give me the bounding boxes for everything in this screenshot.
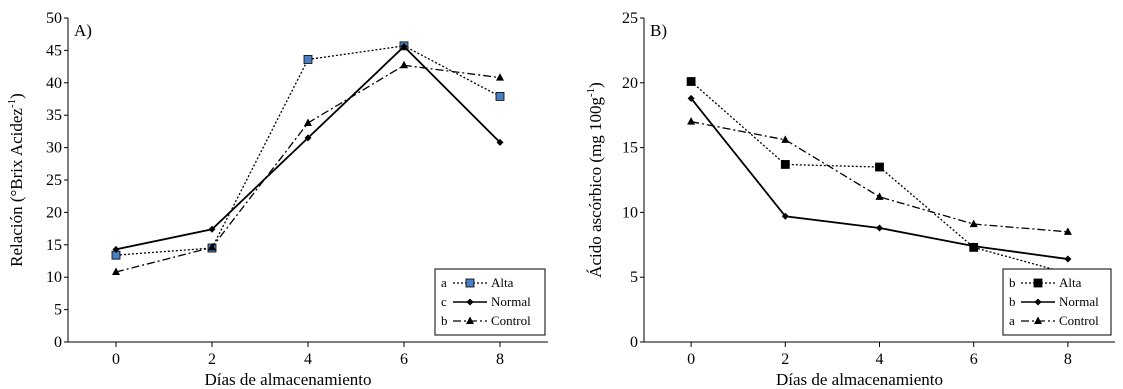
- legend-letter: b: [441, 313, 448, 328]
- y-tick-label: 20: [46, 204, 62, 221]
- legend-label: Control: [491, 313, 531, 328]
- legend-marker: [465, 278, 475, 288]
- data-point: [495, 92, 505, 101]
- series-line: [115, 45, 501, 251]
- data-point: [687, 94, 695, 102]
- y-tick-label: 15: [46, 237, 62, 254]
- data-point: [208, 225, 216, 233]
- y-tick-label: 0: [630, 334, 638, 351]
- y-tick-label: 45: [46, 42, 62, 59]
- series-line: [690, 97, 1069, 260]
- series-alta: [686, 77, 1073, 278]
- series-line: [690, 81, 1069, 274]
- x-tick-label: 2: [781, 351, 789, 368]
- y-axis-label-close: ): [586, 82, 605, 88]
- legend-label: Normal: [1059, 294, 1099, 309]
- data-point: [303, 55, 313, 64]
- y-axis-label-main: Relación (°Brix Acidez: [7, 108, 26, 267]
- data-point: [875, 192, 884, 200]
- data-point: [304, 118, 312, 126]
- y-axis-label-superscript: -1: [6, 99, 18, 108]
- y-tick-label: 20: [622, 75, 638, 92]
- x-tick-label: 0: [112, 351, 120, 368]
- legend: b Alta b Normal a Control: [1002, 268, 1112, 336]
- x-axis-label: Días de almacenamiento: [204, 370, 371, 389]
- data-point: [400, 43, 408, 51]
- y-axis-label: Relación (°Brix Acidez-1): [6, 93, 26, 267]
- series-line: [690, 121, 1068, 233]
- series-line: [115, 64, 501, 273]
- data-point: [304, 134, 312, 142]
- data-point: [496, 138, 504, 146]
- legend-letter: a: [441, 275, 447, 290]
- panel-label: A): [74, 21, 92, 40]
- y-tick-label: 10: [622, 204, 638, 221]
- data-point: [875, 162, 884, 172]
- data-point: [1064, 255, 1072, 263]
- legend-marker: [1034, 298, 1042, 306]
- legend: a Alta c Normal b Control: [434, 268, 546, 336]
- series-control: [687, 117, 1072, 235]
- legend-marker: [1034, 316, 1042, 324]
- y-tick-label: 0: [54, 334, 62, 351]
- y-tick-label: 25: [622, 10, 638, 27]
- legend-letter: a: [1009, 313, 1015, 328]
- data-point: [208, 242, 216, 251]
- series-normal: [687, 94, 1072, 263]
- data-point: [112, 267, 120, 276]
- y-tick-label: 30: [46, 140, 62, 157]
- y-tick-label: 10: [46, 269, 62, 286]
- data-point: [112, 245, 120, 253]
- chart-panel-a: 0 5 10 15 20 25 30 35 40 45 50 0 2 4 6 8 Días de almacen…: [6, 10, 548, 389]
- legend-letter: c: [441, 294, 447, 309]
- x-tick-label: 4: [304, 351, 312, 368]
- x-tick-label: 6: [970, 351, 978, 368]
- y-tick-label: 35: [46, 107, 62, 124]
- series-line: [115, 45, 501, 256]
- x-tick-label: 0: [687, 351, 695, 368]
- legend-label: Alta: [1059, 275, 1082, 290]
- series-normal: [112, 43, 504, 253]
- y-tick-label: 25: [46, 172, 62, 189]
- x-tick-label: 4: [876, 351, 884, 368]
- data-point: [687, 117, 696, 125]
- legend-label: Normal: [491, 294, 531, 309]
- x-tick-label: 6: [400, 351, 408, 368]
- data-point: [780, 160, 790, 169]
- panel-label: B): [650, 21, 667, 40]
- y-axis-label: Ácido ascórbico (mg 100g-1): [585, 82, 605, 278]
- x-tick-label: 2: [208, 351, 216, 368]
- legend-marker: [466, 316, 474, 324]
- series-control: [112, 60, 504, 276]
- y-axis-label-superscript: -1: [585, 88, 597, 97]
- y-tick-label: 50: [46, 10, 62, 27]
- y-axis-label-main: Ácido ascórbico (mg 100g: [586, 97, 605, 278]
- data-point: [686, 77, 696, 86]
- data-point: [876, 224, 883, 232]
- legend-label: Alta: [491, 275, 514, 290]
- y-axis-label-close: ): [7, 93, 26, 99]
- data-point: [781, 135, 790, 143]
- y-tick-label: 5: [54, 302, 62, 319]
- y-tick-label: 40: [46, 75, 62, 92]
- data-point: [1063, 227, 1072, 235]
- data-point: [970, 242, 978, 250]
- legend-letter: b: [1009, 275, 1016, 290]
- legend-marker: [466, 298, 474, 306]
- y-tick-label: 15: [622, 140, 638, 157]
- x-tick-label: 8: [1064, 351, 1072, 368]
- legend-marker: [1033, 278, 1043, 288]
- legend-label: Control: [1059, 313, 1099, 328]
- series-alta: [111, 41, 505, 260]
- data-point: [781, 212, 789, 220]
- x-axis-label: Días de almacenamiento: [776, 370, 943, 389]
- y-tick-label: 5: [630, 269, 638, 286]
- data-point: [400, 60, 408, 69]
- chart-panel-b: 0 5 10 15 20 25 0 2 4 6 8 Días de almacenamiento Áci…: [585, 10, 1115, 389]
- x-tick-label: 8: [496, 351, 504, 368]
- legend-letter: b: [1009, 294, 1016, 309]
- data-point: [969, 219, 978, 228]
- data-point: [496, 73, 504, 81]
